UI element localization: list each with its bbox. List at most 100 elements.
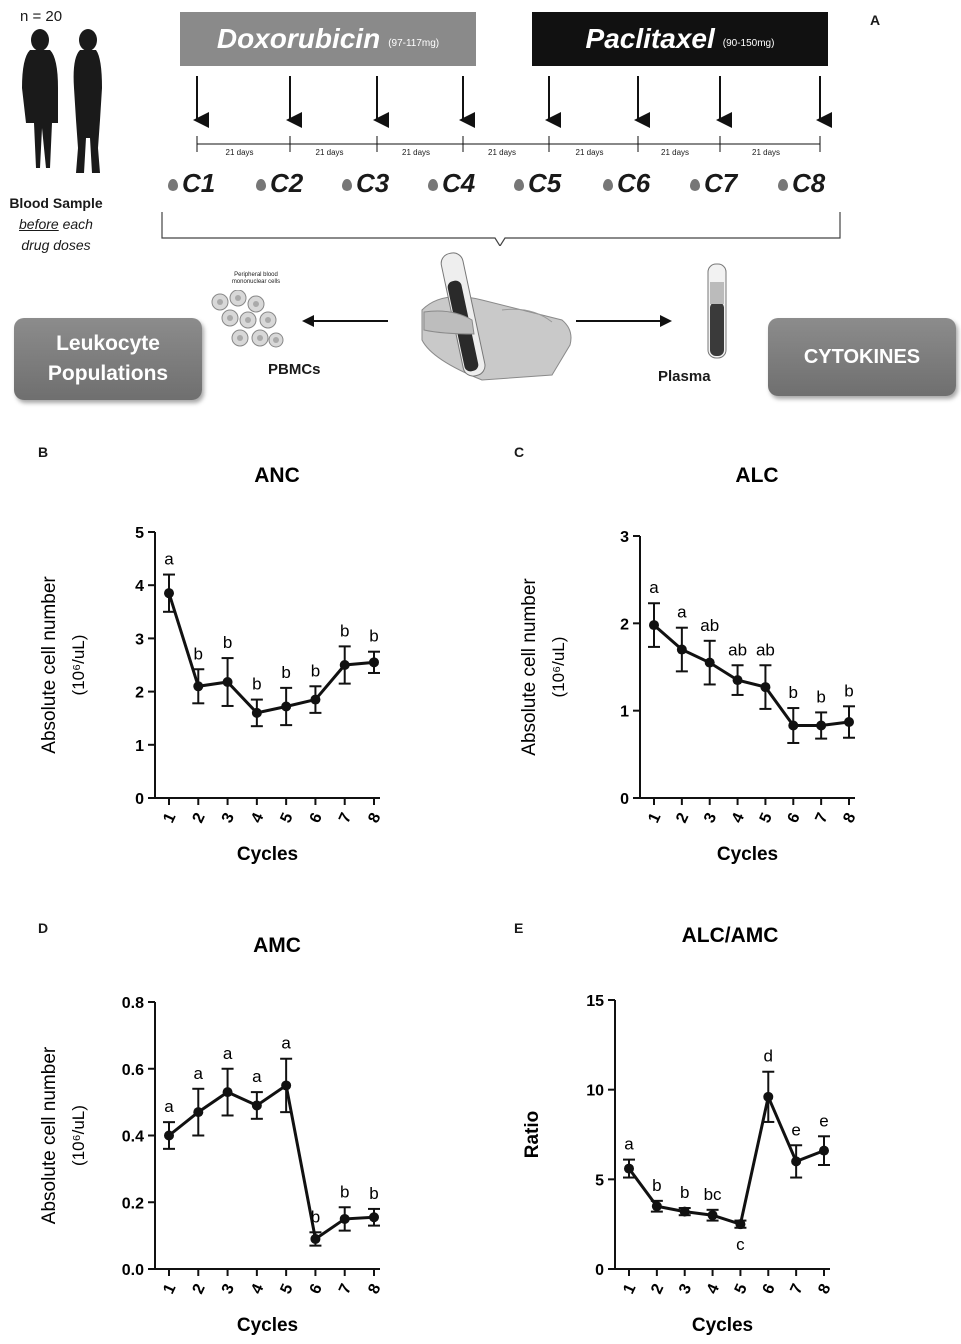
significance-letter: b [311,1207,320,1226]
blood-drop-icon [778,179,788,192]
x-tick-label: 4 [248,1281,267,1296]
x-tick-label: 7 [812,810,831,825]
interval-days-label: 21 days [315,148,344,157]
interval-days-label: 21 days [661,148,690,157]
blood-sample-before: before [19,216,59,232]
drug-paclitaxel-box: Paclitaxel (90-150mg) [532,12,828,66]
cycle-label-c6: C6 [603,168,650,199]
panel-e: E ALC/AMC 0 5 10 15 1 2 3 4 5 6 7 8 Cycles Ratio a b b bc c… [480,900,961,1339]
significance-letter: a [677,603,687,622]
significance-letter: b [680,1183,689,1202]
chart-title: ANC [254,464,300,487]
significance-letter: ab [756,640,775,659]
plasma-label: Plasma [658,368,711,385]
gloved-hand-tube-icon [421,252,572,381]
x-tick-label: 6 [785,810,804,825]
plasma-tube-icon [707,263,727,359]
y-tick-label: 5 [135,525,144,542]
x-tick-label: 2 [190,810,209,825]
data-point [844,717,854,728]
panel-letter-b: B [38,444,49,460]
significance-letter: a [649,578,659,597]
x-tick-label: 7 [336,1281,355,1296]
x-tick-label: 5 [277,810,296,825]
x-tick-label: 8 [365,810,384,825]
significance-letter: b [281,663,290,682]
data-point [679,1206,690,1217]
timeline-bracket [161,212,841,246]
x-tick-label: 6 [307,810,326,825]
cycle-text: C4 [442,168,476,198]
data-point [649,620,659,631]
significance-letter: b [340,621,349,640]
paclitaxel-dose: (90-150mg) [722,37,775,49]
blood-drop-icon [256,179,266,192]
panel-letter-a: A [870,12,881,28]
arrow-to-pbmc-icon [302,315,388,327]
y-axis-unit: (10⁶/uL) [69,635,88,696]
x-tick-label: 2 [673,810,692,825]
data-point [222,677,233,688]
x-tick-label: 1 [620,1281,639,1296]
x-axis-label: Cycles [717,844,778,865]
y-tick-label: 1 [135,738,144,755]
cycle-text: C3 [356,168,390,198]
significance-letter: b [311,661,320,680]
data-point [310,694,321,705]
significance-letter: a [252,1067,262,1086]
cycle-label-c8: C8 [778,168,825,199]
data-point [763,1091,774,1102]
x-tick-label: 7 [336,810,355,825]
significance-letter: a [164,550,174,569]
cycle-label-c2: C2 [256,168,303,199]
cycle-label-c3: C3 [342,168,389,199]
blood-sample-each: each [58,216,93,232]
y-tick-label: 0.8 [122,995,144,1012]
significance-letter: a [223,1044,233,1063]
data-point [369,1212,379,1223]
significance-letter: c [736,1235,745,1254]
data-point [251,1100,262,1111]
significance-letter: b [816,687,825,706]
chart-title: ALC [735,464,778,487]
significance-letter: b [252,675,261,694]
significance-letter: a [281,1034,291,1053]
blood-drop-icon [342,179,352,192]
significance-letter: a [624,1135,634,1154]
cycle-label-c7: C7 [690,168,737,199]
interval-days-label: 21 days [575,148,604,157]
data-point [791,1156,802,1167]
x-tick-label: 3 [676,1281,695,1296]
chart-amc: AMC 0.0 0.2 0.4 0.6 0.8 1 2 3 4 5 6 7 8 Cycles Absolute… [39,934,385,1336]
cycle-text: C7 [704,168,738,198]
significance-letter: ab [700,616,719,635]
y-tick-label: 0.0 [122,1262,144,1279]
y-tick-label: 4 [135,578,144,595]
significance-letter: b [223,633,232,652]
significance-letter: d [764,1047,773,1066]
data-point [164,588,174,599]
cycle-text: C2 [270,168,304,198]
x-tick-label: 5 [757,810,776,825]
y-tick-label: 0 [135,791,144,808]
leukocyte-line2: Populations [47,362,169,385]
data-point [676,644,687,655]
cycle-text: C8 [792,168,826,198]
data-point [732,675,743,686]
y-tick-label: 5 [595,1172,604,1189]
data-point [651,1201,662,1212]
cycle-label-c4: C4 [428,168,475,199]
cycle-text: C5 [528,168,562,198]
y-tick-label: 0 [620,791,629,808]
paclitaxel-label: Paclitaxel [585,23,715,54]
pbmc-cells-icon [211,290,284,348]
data-point [339,660,350,670]
pbmcs-label: PBMCs [268,361,321,378]
data-point [760,682,771,693]
x-tick-label: 4 [248,810,267,825]
significance-letter: b [789,683,798,702]
y-axis-label: Absolute cell number [519,578,540,756]
data-point [704,657,715,668]
doxorubicin-label: Doxorubicin [216,23,381,54]
